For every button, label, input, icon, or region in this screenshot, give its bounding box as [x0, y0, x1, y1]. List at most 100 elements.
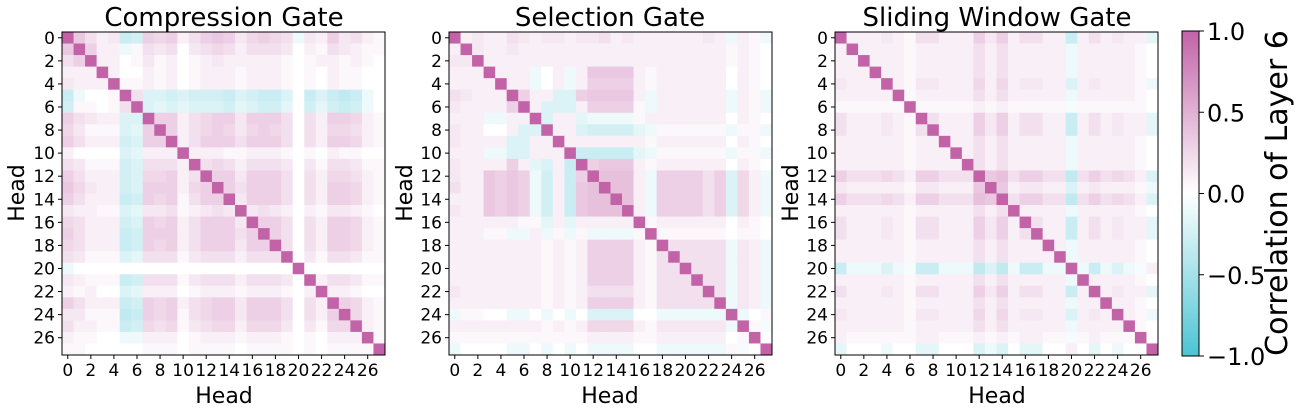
heatmap-cell: [950, 308, 963, 321]
heatmap-cell: [656, 285, 669, 298]
heatmap-cell: [119, 89, 132, 102]
heatmap-cell: [373, 274, 386, 287]
heatmap-cell: [760, 181, 773, 194]
y-axis-label: Head: [779, 164, 804, 222]
heatmap-cell: [361, 320, 374, 333]
heatmap-cell: [1054, 135, 1067, 148]
heatmap-cell: [564, 205, 577, 217]
heatmap-cell: [142, 89, 155, 102]
heatmap-cell: [835, 251, 847, 264]
heatmap-cell: [1077, 78, 1090, 91]
heatmap-cell: [483, 55, 496, 68]
heatmap-cell: [1077, 308, 1090, 321]
heatmap-cell: [1146, 262, 1159, 275]
heatmap-cell: [246, 216, 259, 229]
heatmap-cell: [177, 285, 190, 298]
heatmap-cell: [564, 262, 577, 275]
heatmap-cell: [235, 320, 247, 333]
heatmap-cell: [211, 239, 224, 252]
heatmap-cell: [258, 101, 271, 114]
heatmap-cell: [281, 112, 294, 125]
heatmap-cell: [373, 193, 386, 206]
heatmap-cell: [1146, 331, 1159, 344]
heatmap-cell: [1019, 170, 1032, 183]
heatmap-cell: [1042, 285, 1055, 298]
heatmap-cell: [1065, 251, 1078, 264]
heatmap-cell: [622, 124, 634, 137]
heatmap-cell: [518, 170, 531, 183]
heatmap-cell: [656, 43, 669, 56]
heatmap-cell: [737, 343, 750, 356]
heatmap-cell: [165, 112, 178, 125]
heatmap-cell: [200, 228, 213, 241]
heatmap-cell: [62, 343, 74, 356]
heatmap-cell: [973, 135, 986, 148]
heatmap-cell: [338, 101, 351, 114]
heatmap-cell: [200, 43, 213, 56]
heatmap-cell: [350, 274, 363, 287]
heatmap-cell: [760, 43, 773, 56]
heatmap-cell: [691, 285, 704, 298]
heatmap-cell: [188, 228, 201, 241]
heatmap-cell: [483, 297, 496, 310]
heatmap-cell: [748, 66, 761, 79]
heatmap-cell: [472, 205, 485, 217]
heatmap-cell: [846, 89, 859, 102]
heatmap-cell: [668, 147, 681, 160]
heatmap-cell: [529, 320, 542, 333]
x-tick-label: 24: [334, 361, 356, 381]
heatmap-cell: [869, 274, 882, 287]
heatmap-cell: [1088, 274, 1101, 287]
heatmap-cell: [760, 239, 773, 252]
heatmap-cell: [714, 170, 727, 183]
heatmap-cell: [73, 297, 86, 310]
heatmap-cell: [449, 124, 461, 137]
heatmap-cell: [165, 66, 178, 79]
heatmap-cell: [281, 170, 294, 183]
heatmap-cell: [460, 297, 473, 310]
heatmap-cell: [211, 228, 224, 241]
heatmap-cell: [587, 251, 600, 264]
heatmap-cell: [846, 320, 859, 333]
heatmap-cell: [73, 228, 86, 241]
heatmap-cell: [315, 320, 328, 333]
heatmap-cell: [142, 262, 155, 275]
heatmap-cell: [679, 228, 692, 241]
heatmap-cell: [460, 66, 473, 79]
heatmap-cell: [656, 274, 669, 287]
heatmap-cell: [892, 297, 905, 310]
heatmap-cell: [691, 251, 704, 264]
heatmap-cell: [881, 112, 894, 125]
heatmap-cell: [327, 331, 340, 344]
heatmap-cell: [598, 112, 611, 125]
heatmap-cell: [108, 55, 121, 68]
heatmap-cell: [575, 158, 588, 171]
heatmap-cell: [1146, 89, 1159, 102]
heatmap-cell: [177, 193, 190, 206]
heatmap-cell: [338, 55, 351, 68]
heatmap-cell: [350, 135, 363, 148]
heatmap-cell: [1008, 147, 1020, 160]
heatmap-cell: [177, 228, 190, 241]
heatmap-cell: [587, 181, 600, 194]
heatmap-cell: [361, 181, 374, 194]
heatmap-cell: [737, 228, 750, 241]
heatmap-cell: [449, 193, 461, 206]
heatmap-cell: [541, 101, 554, 114]
heatmap-cell: [587, 331, 600, 344]
y-tick-label: 16: [806, 213, 828, 233]
heatmap-cell: [1065, 320, 1078, 333]
heatmap-cell: [269, 205, 282, 217]
heatmap-cell: [564, 170, 577, 183]
heatmap-cell: [119, 320, 132, 333]
heatmap-cell: [506, 112, 519, 125]
heatmap-cell: [304, 331, 317, 344]
x-tick-label: 18: [652, 361, 674, 381]
heatmap-cell: [846, 262, 859, 275]
heatmap-cell: [73, 205, 86, 217]
heatmap-cell: [691, 170, 704, 183]
heatmap-cell: [1146, 228, 1159, 241]
heatmap-cell: [714, 205, 727, 217]
heatmap-cell: [904, 262, 917, 275]
heatmap-cell: [350, 124, 363, 137]
